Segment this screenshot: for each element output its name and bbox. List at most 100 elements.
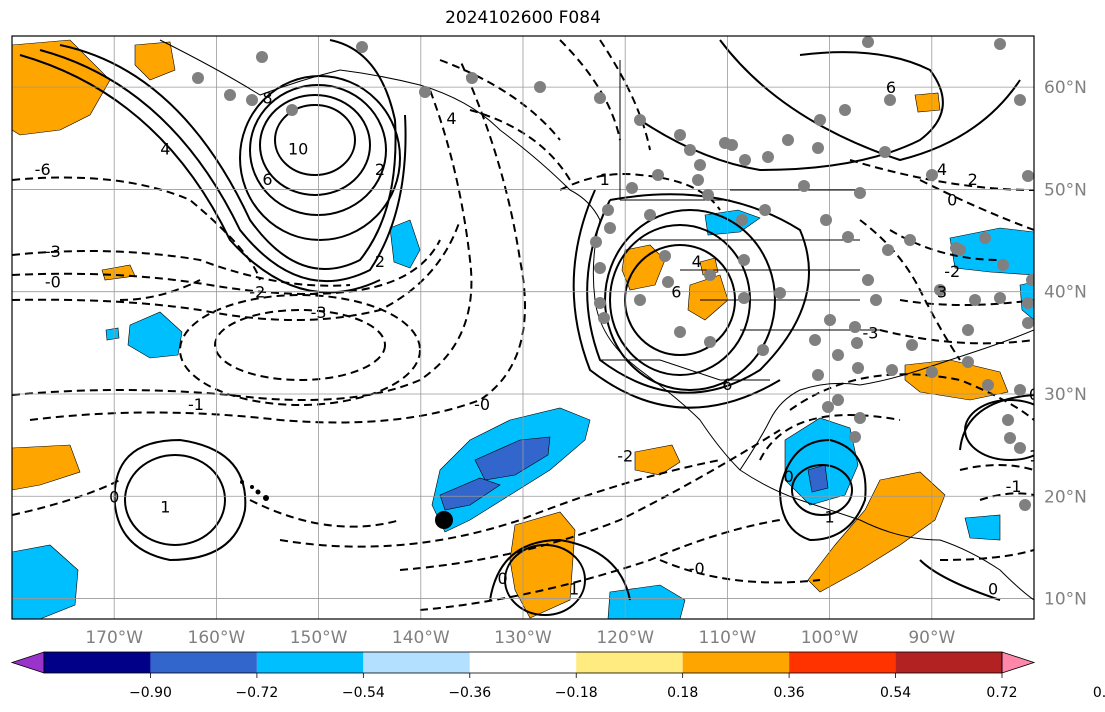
station-dot bbox=[812, 369, 824, 381]
station-dot bbox=[726, 139, 738, 151]
colorbar-extend-high bbox=[1001, 651, 1036, 674]
contour-label: -3 bbox=[863, 324, 879, 343]
lon-tick-label: 110°W bbox=[699, 628, 757, 648]
colorbar: −0.90 −0.72 −0.54 −0.36 −0.18 0.18 0.36 0.54 0.7… bbox=[10, 651, 1105, 701]
station-dot bbox=[644, 209, 656, 221]
station-dot bbox=[822, 401, 834, 413]
station-dot bbox=[926, 169, 938, 181]
colorbar-extend-low bbox=[10, 651, 45, 674]
station-dot bbox=[1022, 170, 1034, 182]
station-dot bbox=[1014, 94, 1026, 106]
contour-label: 10 bbox=[288, 140, 308, 159]
station-dot bbox=[692, 174, 704, 186]
station-dot bbox=[1004, 432, 1016, 444]
station-dot bbox=[832, 349, 844, 361]
station-dot bbox=[286, 104, 298, 116]
station-dot bbox=[634, 294, 646, 306]
colorbar-tick-label: −0.90 bbox=[129, 685, 172, 701]
station-dot bbox=[604, 222, 616, 234]
station-dot bbox=[674, 326, 686, 338]
station-dot bbox=[594, 262, 606, 274]
colorbar-tick-label: −0.54 bbox=[342, 685, 385, 701]
station-dot bbox=[738, 254, 750, 266]
colorbar-segment bbox=[789, 652, 896, 673]
station-dot bbox=[1022, 297, 1034, 309]
colorbar-segment bbox=[682, 652, 790, 673]
colorbar-tick-label: −0.18 bbox=[555, 685, 598, 701]
contour-label: -2 bbox=[617, 446, 633, 465]
negative-anomaly-shading bbox=[12, 209, 1034, 619]
station-dot bbox=[997, 259, 1009, 271]
lon-tick-label: 170°W bbox=[85, 628, 143, 648]
station-dot bbox=[598, 312, 610, 324]
colorbar-tick-label: 0.18 bbox=[667, 685, 698, 701]
station-dot bbox=[652, 169, 664, 181]
colorbar-segment bbox=[895, 652, 1002, 673]
station-dot bbox=[854, 187, 866, 199]
station-dot bbox=[994, 292, 1006, 304]
contour-label: -3 bbox=[45, 242, 61, 261]
lon-tick-label: 160°W bbox=[188, 628, 246, 648]
station-dot bbox=[809, 334, 821, 346]
lon-tick-label: 150°W bbox=[290, 628, 348, 648]
contour-label: 0 bbox=[947, 191, 957, 210]
contour-label: -0 bbox=[689, 559, 705, 578]
station-dot bbox=[757, 344, 769, 356]
contour-label: 6 bbox=[671, 283, 681, 302]
contour-label: 0 bbox=[988, 579, 998, 598]
lat-tick-label: 40°N bbox=[1044, 283, 1087, 303]
contour-label: 4 bbox=[446, 109, 456, 128]
station-dot bbox=[1014, 442, 1026, 454]
contour-label: 6 bbox=[886, 78, 896, 97]
station-dot bbox=[774, 287, 786, 299]
station-dot bbox=[694, 159, 706, 171]
colorbar-tick-label: −0.36 bbox=[448, 685, 491, 701]
contour-label: 4 bbox=[937, 160, 947, 179]
station-dot bbox=[1019, 499, 1031, 511]
colorbar-outline bbox=[43, 651, 1003, 674]
station-dot bbox=[246, 94, 258, 106]
station-dot bbox=[862, 36, 874, 48]
station-dot bbox=[256, 51, 268, 63]
station-dot bbox=[1022, 317, 1034, 329]
colorbar-segment bbox=[469, 652, 577, 673]
station-dot bbox=[684, 144, 696, 156]
station-dot bbox=[870, 294, 882, 306]
colorbar-tick-label: 0.90 bbox=[1093, 685, 1105, 701]
station-dot bbox=[356, 41, 368, 53]
station-dot bbox=[704, 336, 716, 348]
colorbar-tick-label: 0.36 bbox=[774, 685, 805, 701]
longitude-tick-labels: 170°W 160°W 150°W 140°W 130°W 120°W 110°W 100°W… bbox=[85, 628, 955, 648]
station-dot bbox=[839, 104, 851, 116]
positive-anomaly-shading bbox=[12, 39, 1009, 619]
contour-label: 8 bbox=[262, 88, 272, 107]
station-dot bbox=[1002, 414, 1014, 426]
station-dot bbox=[594, 297, 606, 309]
station-dot bbox=[1026, 274, 1034, 286]
station-dot bbox=[626, 182, 638, 194]
station-dot bbox=[934, 284, 946, 296]
contour-label: -3 bbox=[311, 303, 327, 322]
station-dot bbox=[879, 146, 891, 158]
contour-label: 1 bbox=[1029, 446, 1039, 465]
colorbar-tick-label: 0.54 bbox=[880, 685, 911, 701]
station-dot bbox=[849, 431, 861, 443]
station-dot bbox=[812, 142, 824, 154]
storm-marker bbox=[435, 511, 453, 529]
station-dot bbox=[851, 337, 863, 349]
colorbar-segment bbox=[363, 652, 470, 673]
lon-tick-label: 130°W bbox=[494, 628, 552, 648]
station-dot bbox=[702, 189, 714, 201]
lon-tick-label: 140°W bbox=[392, 628, 450, 648]
station-dot bbox=[738, 292, 750, 304]
hawaii-islands bbox=[240, 480, 269, 501]
station-dot bbox=[466, 72, 478, 84]
station-dot bbox=[904, 234, 916, 246]
station-dot bbox=[534, 81, 546, 93]
colorbar-tick-label: 0.72 bbox=[986, 685, 1017, 701]
positive-contours bbox=[19, 39, 1034, 616]
station-dot bbox=[832, 394, 844, 406]
station-dot bbox=[704, 269, 716, 281]
